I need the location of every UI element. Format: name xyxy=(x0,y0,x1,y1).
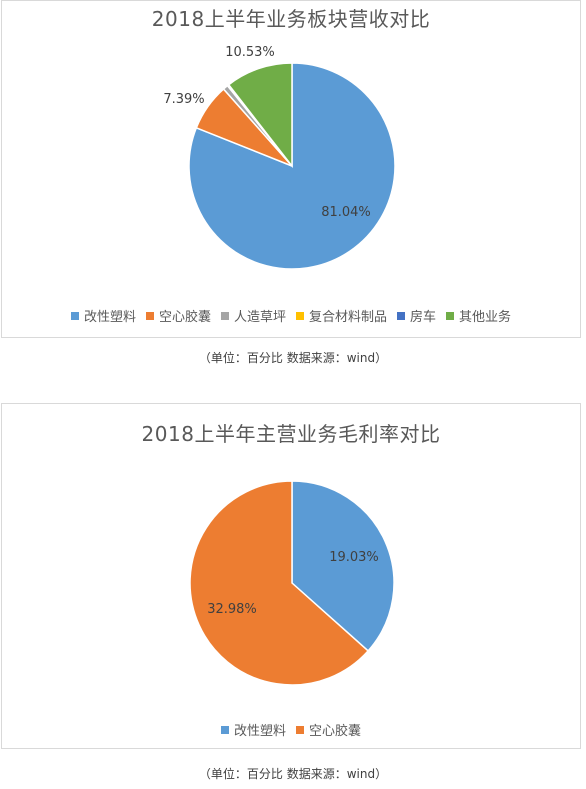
slice-label: 10.53% xyxy=(225,45,275,60)
legend-item: 其他业务 xyxy=(446,306,511,325)
chart-caption: （单位：百分比 数据来源：wind） xyxy=(198,351,388,365)
legend-item: 人造草坪 xyxy=(220,306,286,325)
legend-label: 空心胶囊 xyxy=(309,724,362,739)
pie-slice xyxy=(291,480,395,652)
legend-label: 改性塑料 xyxy=(233,724,286,739)
legend-swatch xyxy=(220,726,229,734)
slice-label: 32.98% xyxy=(207,602,257,617)
legend-swatch xyxy=(446,312,455,320)
chart-legend: 改性塑料 空心胶囊 人造草坪 复合材料制品 房车 其他业务 xyxy=(2,306,580,325)
legend-swatch xyxy=(296,312,304,320)
margin-chart-panel: 2018上半年主营业务毛利率对比 19.03% 32.98% 改性塑料 空心胶囊 xyxy=(1,403,581,749)
legend-item: 复合材料制品 xyxy=(296,306,387,325)
pie-slice xyxy=(227,62,293,169)
revenue-chart-panel: 2018上半年业务板块营收对比 81.04% 7.39% 10.53% 改性塑料 空心… xyxy=(1,0,581,338)
legend-item: 改性塑料 xyxy=(70,306,136,325)
legend-label: 房车 xyxy=(410,310,437,325)
legend-item: 改性塑料 xyxy=(220,720,286,739)
legend-label: 人造草坪 xyxy=(233,310,286,325)
legend-item: 空心胶囊 xyxy=(145,306,211,325)
legend-swatch xyxy=(220,312,229,320)
chart-caption: （单位：百分比 数据来源：wind） xyxy=(198,767,388,781)
legend-label: 空心胶囊 xyxy=(158,310,211,325)
chart-legend: 改性塑料 空心胶囊 xyxy=(2,720,580,739)
slice-label: 81.04% xyxy=(321,205,371,220)
legend-item: 空心胶囊 xyxy=(296,720,361,739)
legend-swatch xyxy=(296,726,304,734)
pie-slice xyxy=(189,480,370,686)
margin-pie-chart: 19.03% 32.98% xyxy=(189,480,395,686)
slice-label: 19.03% xyxy=(329,550,379,565)
legend-item: 房车 xyxy=(397,306,436,325)
legend-label: 其他业务 xyxy=(459,310,512,325)
legend-swatch xyxy=(145,312,154,320)
legend-swatch xyxy=(70,312,79,320)
legend-label: 复合材料制品 xyxy=(309,310,388,325)
legend-label: 改性塑料 xyxy=(83,310,136,325)
revenue-pie-chart: 81.04% 7.39% 10.53% xyxy=(163,45,396,270)
slice-label: 7.39% xyxy=(163,92,204,107)
legend-swatch xyxy=(397,312,406,320)
chart-title: 2018上半年业务板块营收对比 xyxy=(151,7,431,31)
chart-title: 2018上半年主营业务毛利率对比 xyxy=(141,422,441,446)
